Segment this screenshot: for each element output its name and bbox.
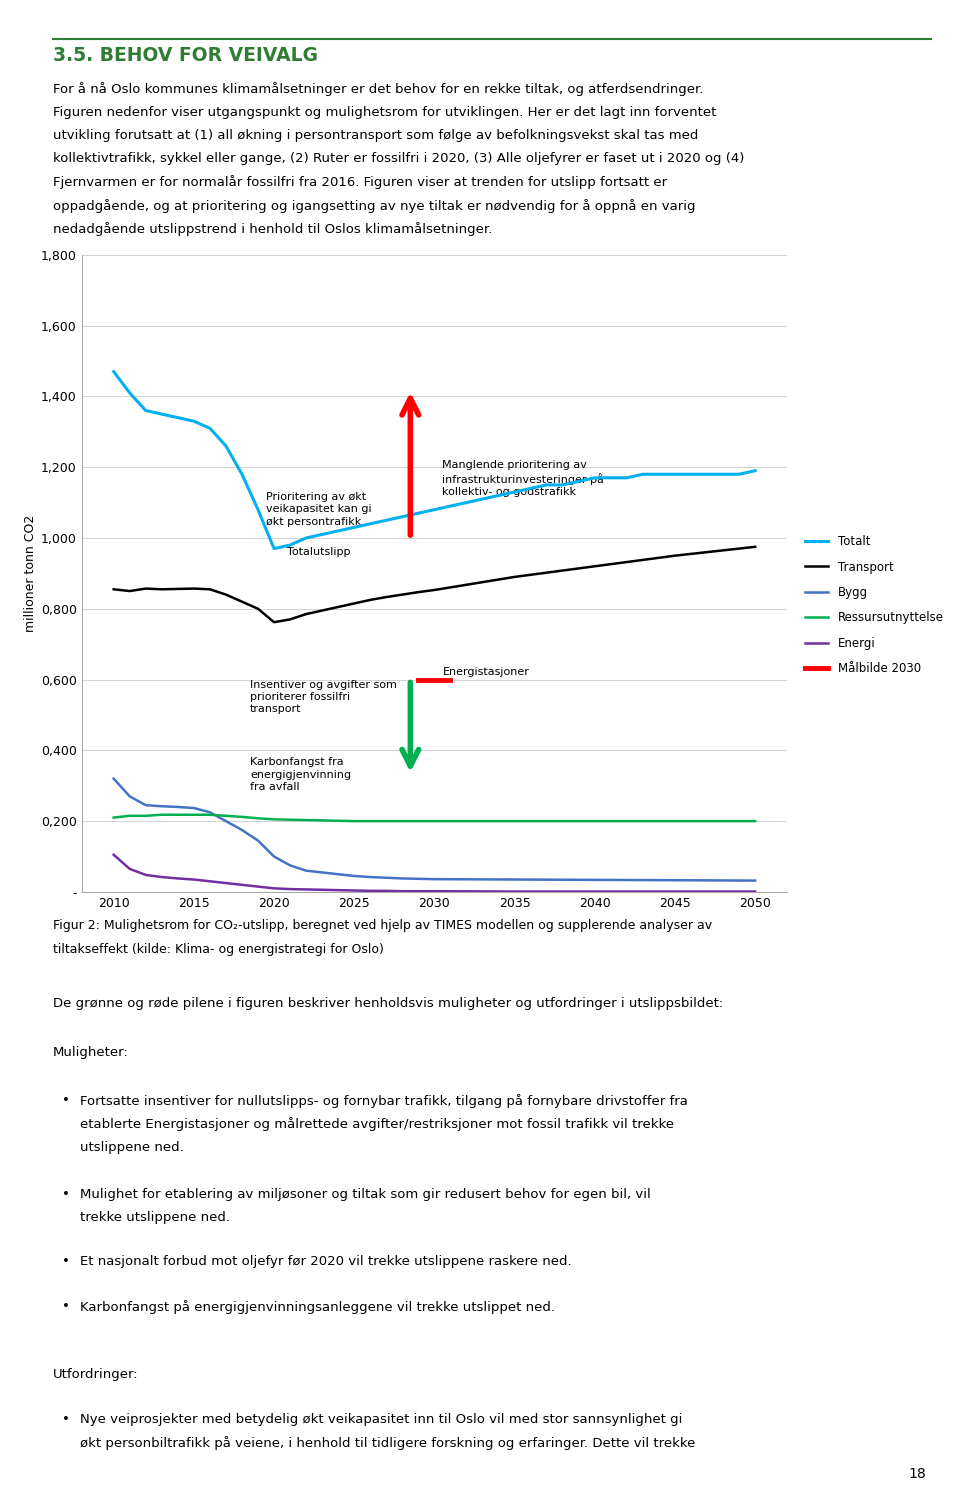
Text: Prioritering av økt
veikapasitet kan gi
økt persontrafikk: Prioritering av økt veikapasitet kan gi … (266, 492, 372, 526)
Legend: Totalt, Transport, Bygg, Ressursutnyttelse, Energi, Målbilde 2030: Totalt, Transport, Bygg, Ressursutnyttel… (800, 531, 948, 681)
Text: Nye veiprosjekter med betydelig økt veikapasitet inn til Oslo vil med stor sanns: Nye veiprosjekter med betydelig økt veik… (80, 1412, 682, 1426)
Text: Et nasjonalt forbud mot oljefyr før 2020 vil trekke utslippene raskere ned.: Et nasjonalt forbud mot oljefyr før 2020… (80, 1255, 571, 1268)
Text: Manglende prioritering av
infrastrukturinvesteringer på
kollektiv- og godstrafik: Manglende prioritering av infrastrukturi… (443, 460, 604, 498)
Y-axis label: millioner tonn CO2: millioner tonn CO2 (24, 514, 36, 633)
Text: Insentiver og avgifter som
prioriterer fossilfri
transport: Insentiver og avgifter som prioriterer f… (250, 679, 396, 715)
Text: Totalutslipp: Totalutslipp (287, 547, 350, 556)
Text: utslippene ned.: utslippene ned. (80, 1141, 183, 1154)
Text: trekke utslippene ned.: trekke utslippene ned. (80, 1211, 229, 1225)
Text: •: • (62, 1412, 70, 1426)
Text: 18: 18 (909, 1468, 926, 1481)
Text: økt personbiltrafikk på veiene, i henhold til tidligere forskning og erfaringer.: økt personbiltrafikk på veiene, i henhol… (80, 1436, 695, 1450)
Text: Muligheter:: Muligheter: (53, 1046, 129, 1060)
Text: Fortsatte insentiver for nullutslipps- og fornybar trafikk, tilgang på fornybare: Fortsatte insentiver for nullutslipps- o… (80, 1094, 687, 1108)
Text: Energistasjoner: Energistasjoner (443, 667, 529, 678)
Text: •: • (62, 1187, 70, 1201)
Text: oppadgående, og at prioritering og igangsetting av nye tiltak er nødvendig for å: oppadgående, og at prioritering og igang… (53, 199, 695, 213)
Text: Mulighet for etablering av miljøsoner og tiltak som gir redusert behov for egen : Mulighet for etablering av miljøsoner og… (80, 1187, 651, 1201)
Text: •: • (62, 1094, 70, 1108)
Text: utvikling forutsatt at (1) all økning i persontransport som følge av befolknings: utvikling forutsatt at (1) all økning i … (53, 129, 698, 142)
Text: Fjernvarmen er for normalår fossilfri fra 2016. Figuren viser at trenden for uts: Fjernvarmen er for normalår fossilfri fr… (53, 175, 667, 189)
Text: nedadgående utslippstrend i henhold til Oslos klimamålsetninger.: nedadgående utslippstrend i henhold til … (53, 222, 492, 235)
Text: Figuren nedenfor viser utgangspunkt og mulighetsrom for utviklingen. Her er det : Figuren nedenfor viser utgangspunkt og m… (53, 105, 716, 118)
Text: •: • (62, 1255, 70, 1268)
Text: kollektivtrafikk, sykkel eller gange, (2) Ruter er fossilfri i 2020, (3) Alle ol: kollektivtrafikk, sykkel eller gange, (2… (53, 153, 744, 165)
Text: tiltakseffekt (kilde: Klima- og energistrategi for Oslo): tiltakseffekt (kilde: Klima- og energist… (53, 943, 384, 956)
Text: •: • (62, 1300, 70, 1313)
Text: Figur 2: Mulighetsrom for CO₂-utslipp, beregnet ved hjelp av TIMES modellen og s: Figur 2: Mulighetsrom for CO₂-utslipp, b… (53, 919, 712, 932)
Text: Karbonfangst på energigjenvinningsanleggene vil trekke utslippet ned.: Karbonfangst på energigjenvinningsanlegg… (80, 1300, 555, 1313)
Text: Karbonfangst fra
energigjenvinning
fra avfall: Karbonfangst fra energigjenvinning fra a… (250, 757, 351, 791)
Text: For å nå Oslo kommunes klimamålsetninger er det behov for en rekke tiltak, og at: For å nå Oslo kommunes klimamålsetninger… (53, 82, 703, 96)
Text: De grønne og røde pilene i figuren beskriver henholdsvis muligheter og utfordrin: De grønne og røde pilene i figuren beskr… (53, 997, 723, 1010)
Text: Utfordringer:: Utfordringer: (53, 1367, 138, 1381)
Text: etablerte Energistasjoner og målrettede avgifter/restriksjoner mot fossil trafik: etablerte Energistasjoner og målrettede … (80, 1118, 674, 1132)
Text: 3.5. BEHOV FOR VEIVALG: 3.5. BEHOV FOR VEIVALG (53, 46, 318, 66)
